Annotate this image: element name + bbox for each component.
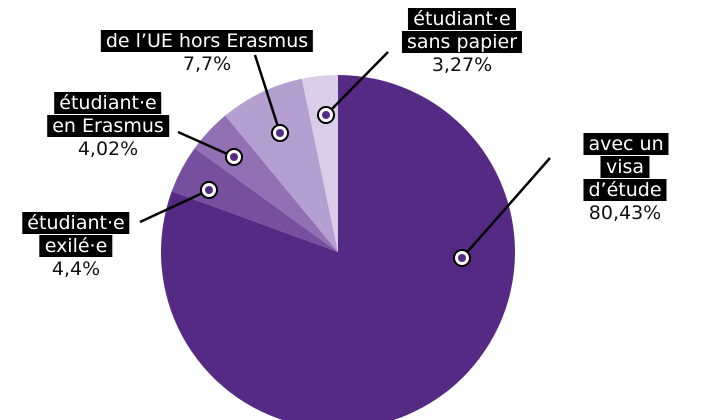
marker-dot-center [205, 186, 213, 194]
category-label: étudiant·e en Erasmus [47, 92, 169, 137]
marker-dot-center [458, 254, 466, 262]
slice-label: de l’UE hors Erasmus 7,7% [100, 30, 314, 76]
leader-line [139, 188, 210, 224]
pie-slice [161, 75, 515, 420]
value-label: 4,02% [77, 138, 139, 160]
category-label: étudiant·e exilé·e [22, 212, 130, 257]
value-label: 3,27% [431, 54, 493, 76]
marker-dot-center [322, 111, 330, 119]
pie-slice [171, 148, 338, 252]
pie-slice [225, 78, 338, 252]
marker-dot-center [230, 153, 238, 161]
value-label: 4,4% [51, 258, 101, 280]
leader-line [253, 54, 282, 134]
leader-line [325, 51, 389, 116]
slice-label: étudiant·e exilé·e 4,4% [22, 212, 130, 281]
slice-label: étudiant·e sans papier 3,27% [401, 8, 523, 77]
value-label: 80,43% [588, 202, 662, 224]
slice-label: avec un visa d’étude 80,43% [583, 133, 669, 225]
category-label: de l’UE hors Erasmus [100, 30, 314, 52]
leader-line [177, 130, 235, 159]
category-label: avec un visa d’étude [583, 133, 669, 201]
leader-line [461, 157, 551, 259]
category-label: étudiant·e sans papier [401, 8, 523, 53]
slice-label: étudiant·e en Erasmus 4,02% [47, 92, 169, 161]
value-label: 7,7% [182, 53, 232, 75]
marker-dot-center [276, 129, 284, 137]
